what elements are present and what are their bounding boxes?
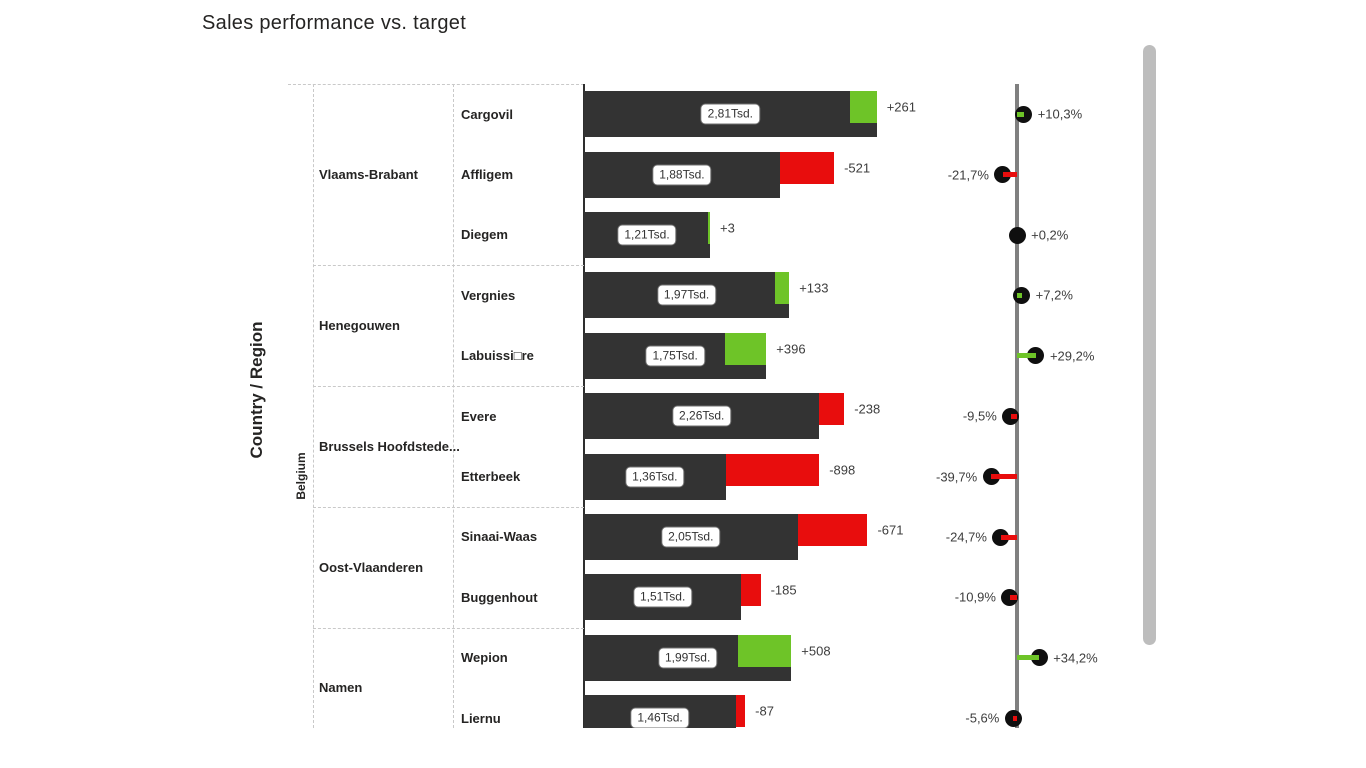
city-label[interactable]: Evere bbox=[461, 408, 497, 424]
pin-axis-line bbox=[1015, 84, 1019, 728]
variance-bar-negative[interactable] bbox=[797, 514, 868, 546]
variance-bar-positive[interactable] bbox=[775, 272, 790, 305]
percent-label: -39,7% bbox=[935, 469, 978, 485]
value-label: 2,81Tsd. bbox=[700, 103, 761, 125]
value-label: 1,51Tsd. bbox=[632, 586, 693, 608]
pin-dot[interactable] bbox=[1030, 649, 1048, 667]
pin-stem bbox=[1009, 594, 1017, 600]
pin-stem bbox=[1013, 715, 1017, 721]
pin-stem bbox=[1017, 353, 1036, 359]
variance-label: +133 bbox=[799, 280, 829, 296]
group-separator bbox=[313, 386, 584, 387]
pin-stem bbox=[1010, 413, 1017, 419]
variance-bar-positive[interactable] bbox=[708, 212, 711, 244]
value-label: 2,26Tsd. bbox=[672, 405, 732, 427]
city-label[interactable]: Affligem bbox=[461, 167, 513, 183]
column-divider-city bbox=[453, 84, 454, 728]
region-label[interactable]: Henegouwen bbox=[319, 318, 400, 334]
variance-label: -238 bbox=[854, 401, 881, 417]
city-label[interactable]: Etterbeek bbox=[461, 469, 521, 485]
city-label[interactable]: Vergnies bbox=[461, 287, 516, 303]
group-separator bbox=[313, 265, 584, 267]
variance-bar-positive[interactable] bbox=[849, 91, 877, 124]
variance-label: -898 bbox=[829, 462, 856, 478]
value-label: 2,05Tsd. bbox=[661, 526, 721, 548]
variance-bar-negative[interactable] bbox=[819, 393, 845, 426]
percent-label: +7,2% bbox=[1035, 287, 1073, 303]
variance-label: +261 bbox=[886, 99, 916, 115]
region-label[interactable]: Namen bbox=[319, 680, 363, 696]
value-label: 1,36Tsd. bbox=[625, 466, 685, 488]
percent-label: -5,6% bbox=[965, 710, 1000, 726]
pin-dot[interactable] bbox=[1008, 226, 1026, 244]
chart-title: Sales performance vs. target bbox=[202, 12, 467, 34]
variance-bar-positive[interactable] bbox=[725, 332, 767, 365]
variance-bar-negative[interactable] bbox=[741, 574, 761, 607]
percent-label: -9,5% bbox=[962, 408, 997, 424]
variance-label: +508 bbox=[801, 643, 831, 659]
variance-bar-negative[interactable] bbox=[725, 453, 820, 486]
pin-stem bbox=[1017, 111, 1024, 117]
variance-label: +3 bbox=[720, 220, 735, 236]
variance-bar-positive[interactable] bbox=[738, 634, 792, 667]
city-label[interactable]: Cargovil bbox=[461, 106, 514, 122]
percent-label: +10,3% bbox=[1037, 106, 1083, 122]
variance-label: -521 bbox=[844, 160, 871, 176]
pin-stem bbox=[1000, 534, 1017, 540]
region-label[interactable]: Vlaams-Brabant bbox=[319, 167, 418, 183]
city-label[interactable]: Liernu bbox=[461, 710, 501, 726]
city-label[interactable]: Buggenhout bbox=[461, 589, 538, 605]
value-label: 1,99Tsd. bbox=[657, 647, 718, 669]
city-label[interactable]: Sinaai-Waas bbox=[461, 529, 538, 545]
value-label: 1,21Tsd. bbox=[617, 224, 677, 246]
region-label[interactable]: Oost-Vlaanderen bbox=[319, 559, 424, 575]
percent-label: +29,2% bbox=[1049, 348, 1095, 364]
variance-bar-negative[interactable] bbox=[779, 151, 835, 184]
vertical-scrollbar-thumb[interactable] bbox=[1143, 45, 1156, 645]
pin-dot[interactable] bbox=[1015, 105, 1033, 123]
city-label[interactable]: Wepion bbox=[461, 650, 508, 666]
pin-stem bbox=[1017, 292, 1022, 298]
pin-dot[interactable] bbox=[1013, 286, 1031, 304]
pin-stem bbox=[991, 474, 1017, 480]
variance-label: -671 bbox=[877, 522, 904, 538]
value-label: 1,46Tsd. bbox=[630, 707, 690, 728]
pin-stem bbox=[1017, 655, 1040, 661]
percent-label: +0,2% bbox=[1031, 227, 1069, 243]
pin-dot[interactable] bbox=[1027, 347, 1045, 365]
percent-label: -24,7% bbox=[945, 529, 987, 545]
group-separator bbox=[313, 506, 584, 508]
variance-label: -185 bbox=[770, 582, 797, 598]
percent-label: -10,9% bbox=[954, 589, 996, 605]
percent-label: +34,2% bbox=[1053, 650, 1098, 666]
value-label: 1,75Tsd. bbox=[645, 345, 705, 367]
variance-bar-negative[interactable] bbox=[736, 695, 746, 728]
table-top-border bbox=[288, 84, 584, 85]
value-label: 1,97Tsd. bbox=[656, 284, 717, 306]
city-label[interactable]: Labuissi□re bbox=[461, 348, 534, 364]
region-label[interactable]: Brussels Hoofdstede... bbox=[319, 438, 460, 454]
pin-stem bbox=[1002, 172, 1017, 178]
chart-area: Vlaams-Brabant Cargovil 2,81Tsd. +261 +10,3%… bbox=[0, 84, 1160, 728]
column-divider-region bbox=[313, 84, 314, 728]
group-separator bbox=[313, 627, 584, 629]
percent-label: -21,7% bbox=[947, 167, 989, 183]
variance-label: +396 bbox=[776, 341, 806, 357]
value-label: 1,88Tsd. bbox=[652, 164, 712, 186]
city-label[interactable]: Diegem bbox=[461, 227, 508, 243]
variance-label: -87 bbox=[755, 703, 774, 719]
